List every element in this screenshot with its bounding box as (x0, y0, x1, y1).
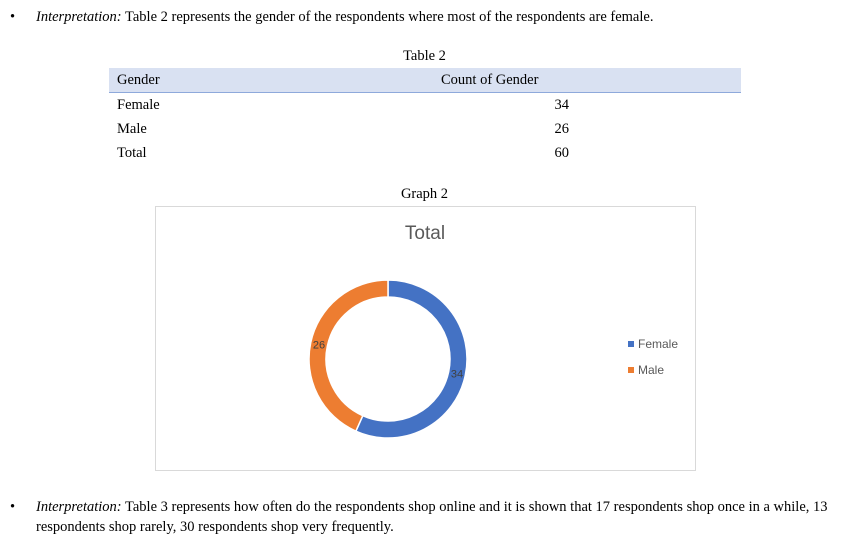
header-gender: Gender (109, 68, 441, 93)
bullet-glyph: • (10, 499, 16, 515)
data-label-male: 26 (313, 339, 325, 351)
graph-caption: Graph 2 (400, 186, 449, 202)
interpretation-label: Interpretation: (36, 499, 122, 515)
donut-chart: Total 34 26 Female Male (308, 223, 678, 439)
donut-slice-male (308, 279, 389, 433)
paragraph-text: Interpretation: Table 3 represents how o… (36, 497, 836, 537)
row-label: Male (117, 120, 147, 137)
row-label: Total (117, 144, 147, 161)
table-row: Female 34 (109, 93, 741, 118)
legend-label-male: Male (638, 363, 664, 377)
row-value: 26 (554, 120, 570, 137)
paragraph-body: Table 2 represents the gender of the res… (121, 9, 654, 25)
header-count-of-gender: Count of Gender (441, 68, 741, 93)
table-caption: Table 2 (403, 48, 446, 64)
legend-label-female: Female (638, 337, 678, 351)
row-label: Female (117, 96, 160, 113)
legend-swatch-female (628, 341, 634, 347)
row-value: 60 (554, 144, 570, 161)
gender-table: Gender Count of Gender Female 34 Male 26… (109, 68, 741, 165)
bullet-glyph: • (10, 9, 16, 25)
table-row: Total 60 (109, 141, 741, 165)
donut-chart-frame: Total 34 26 Female Male (155, 206, 696, 471)
donut-slice-female (354, 279, 468, 439)
paragraph-body: Table 3 represents how often do the resp… (36, 499, 828, 535)
row-value: 34 (554, 96, 570, 113)
table-row: Male 26 (109, 117, 741, 141)
chart-title: Total (405, 223, 445, 244)
paragraph-text: Interpretation: Table 2 represents the g… (36, 7, 836, 27)
table-header-row: Gender Count of Gender (109, 68, 741, 93)
data-label-female: 34 (451, 369, 463, 381)
legend-swatch-male (628, 367, 634, 373)
interpretation-label: Interpretation: (36, 9, 122, 25)
